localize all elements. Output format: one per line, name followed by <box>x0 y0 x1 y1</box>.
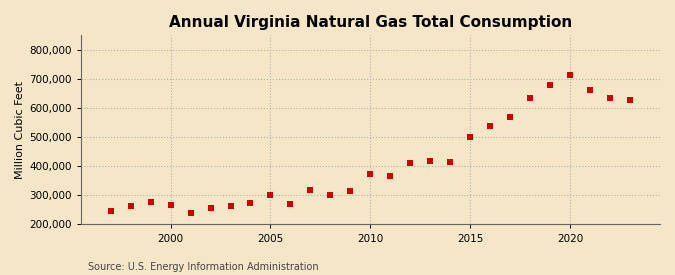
Point <box>105 208 116 213</box>
Point <box>565 73 576 77</box>
Point <box>605 96 616 100</box>
Point <box>165 202 176 207</box>
Point <box>405 161 416 165</box>
Point <box>126 204 136 209</box>
Point <box>365 171 376 176</box>
Point <box>585 88 595 92</box>
Point <box>545 82 556 87</box>
Text: Source: U.S. Energy Information Administration: Source: U.S. Energy Information Administ… <box>88 262 319 272</box>
Point <box>445 160 456 164</box>
Point <box>245 201 256 205</box>
Title: Annual Virginia Natural Gas Total Consumption: Annual Virginia Natural Gas Total Consum… <box>169 15 572 30</box>
Point <box>225 204 236 208</box>
Point <box>145 200 156 204</box>
Point <box>385 173 396 178</box>
Point <box>265 193 276 197</box>
Point <box>325 192 335 197</box>
Point <box>285 202 296 206</box>
Point <box>205 206 216 210</box>
Point <box>624 98 635 102</box>
Point <box>185 211 196 216</box>
Point <box>524 96 535 100</box>
Point <box>505 115 516 120</box>
Y-axis label: Million Cubic Feet: Million Cubic Feet <box>15 81 25 179</box>
Point <box>345 189 356 193</box>
Point <box>305 187 316 192</box>
Point <box>465 135 476 139</box>
Point <box>485 123 495 128</box>
Point <box>425 159 435 163</box>
